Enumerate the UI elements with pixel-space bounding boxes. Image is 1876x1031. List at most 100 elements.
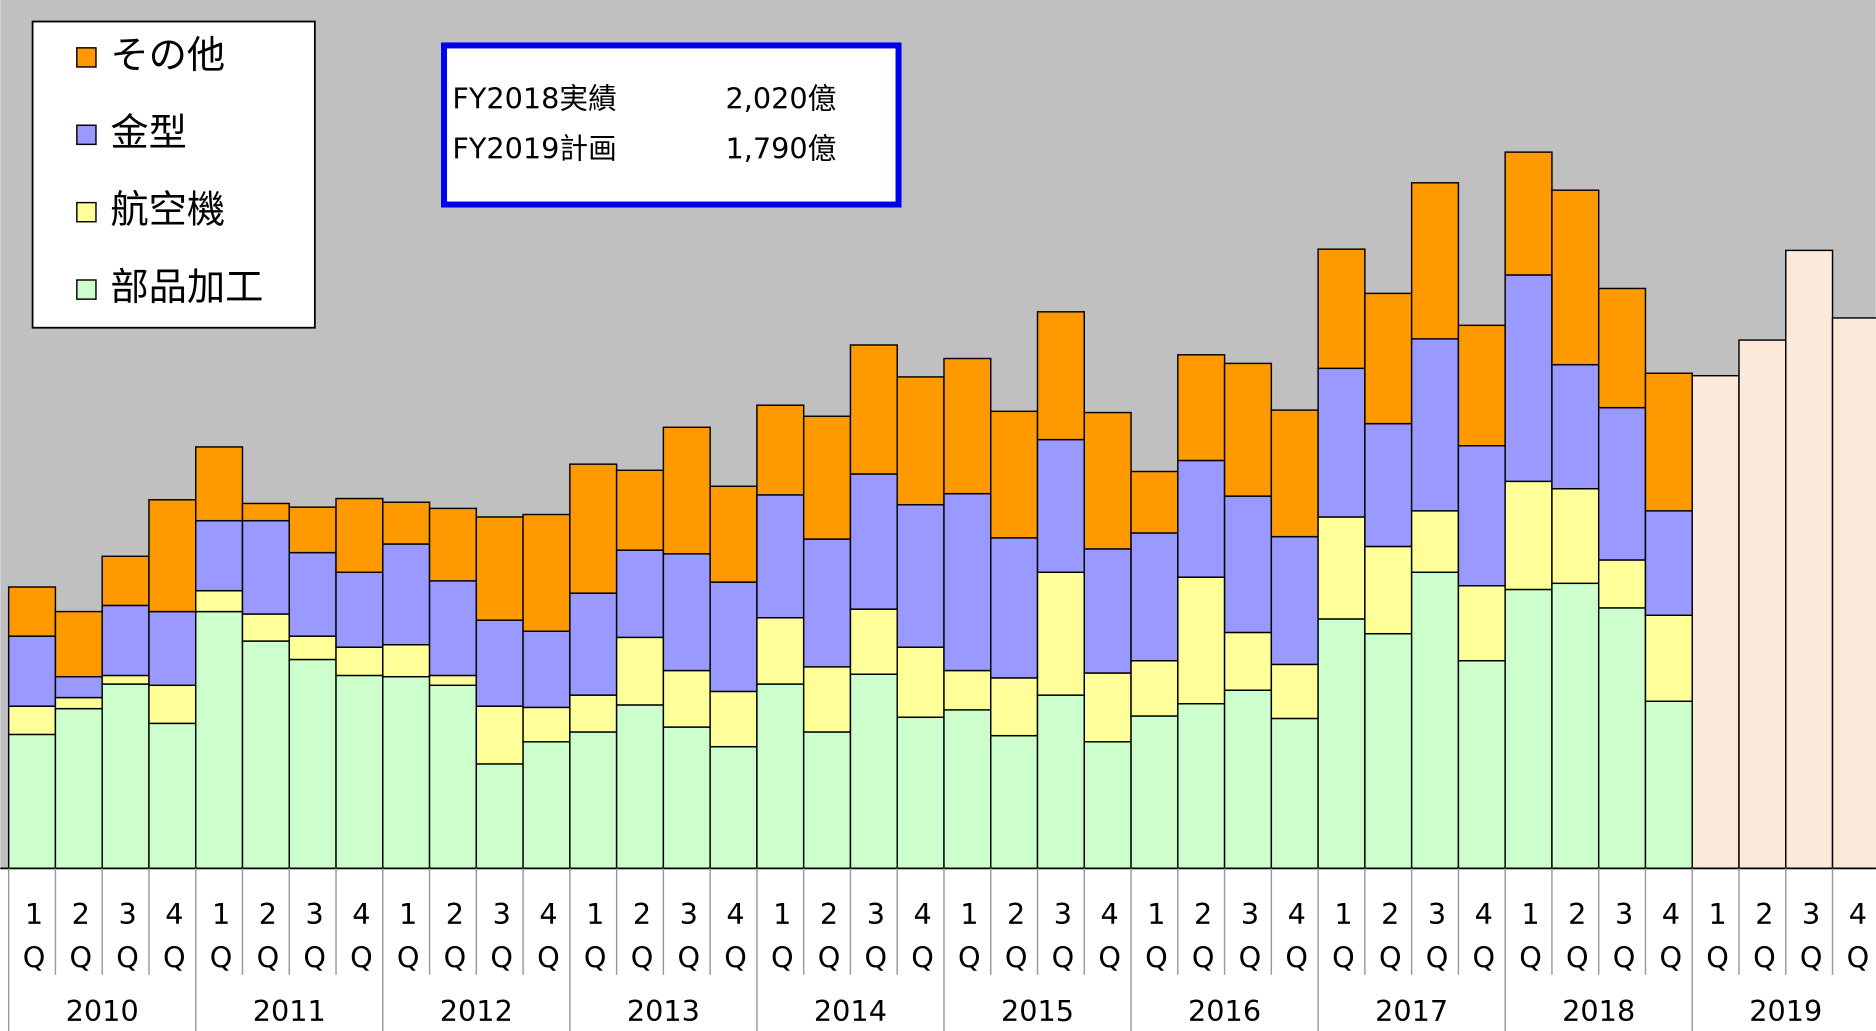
bar-segment bbox=[1130, 470, 1179, 534]
bar-segment bbox=[195, 610, 244, 870]
bar-segment bbox=[1083, 672, 1132, 743]
x-tick-label: 1Q bbox=[1326, 897, 1360, 984]
x-tick-label: 2Q bbox=[438, 897, 472, 984]
bar-segment bbox=[1270, 717, 1319, 870]
bar-segment bbox=[1551, 363, 1600, 490]
bar-segment bbox=[195, 589, 244, 613]
bar-segment bbox=[1831, 317, 1876, 870]
legend-swatch bbox=[76, 201, 97, 223]
x-tick-label: 3Q bbox=[1233, 897, 1267, 984]
bar-segment bbox=[1130, 532, 1179, 662]
bar-segment bbox=[1504, 588, 1553, 870]
bar-segment bbox=[382, 675, 431, 870]
bar-segment bbox=[569, 463, 618, 594]
bar-segment bbox=[1317, 516, 1366, 620]
x-tick-label: 1Q bbox=[1139, 897, 1173, 984]
bar-segment bbox=[1130, 659, 1179, 717]
bar-segment bbox=[1364, 632, 1413, 870]
bar-segment bbox=[101, 604, 150, 677]
bar-segment bbox=[1597, 559, 1647, 609]
bar-segment bbox=[288, 506, 337, 554]
x-tick-label: 2Q bbox=[251, 897, 285, 984]
bar-segment bbox=[522, 630, 571, 709]
bar-segment bbox=[1364, 545, 1413, 635]
bar-segment bbox=[101, 683, 150, 870]
bar-segment bbox=[428, 674, 478, 687]
bar-segment bbox=[1410, 182, 1460, 340]
year-label: 2010 bbox=[66, 994, 139, 1028]
x-tick-label: 2Q bbox=[1747, 897, 1781, 984]
bar-segment bbox=[1036, 694, 1085, 870]
bar-segment bbox=[7, 586, 57, 637]
bar-segment bbox=[1457, 324, 1506, 447]
bar-segment bbox=[1644, 510, 1693, 616]
x-tick-label: 3Q bbox=[298, 897, 332, 984]
bar-segment bbox=[756, 494, 805, 619]
bar-segment bbox=[1644, 700, 1693, 870]
x-tick-label: 2Q bbox=[1560, 897, 1594, 984]
bar-segment bbox=[1410, 338, 1460, 512]
bar-segment bbox=[662, 426, 711, 555]
bar-segment bbox=[1597, 287, 1647, 409]
bar-segment bbox=[335, 674, 384, 870]
bar-segment bbox=[615, 469, 665, 551]
bar-segment bbox=[990, 537, 1039, 679]
bar-segment bbox=[1644, 372, 1693, 512]
bar-segment bbox=[662, 726, 711, 870]
bar-segment bbox=[148, 722, 197, 870]
bar-segment bbox=[54, 696, 103, 710]
bar-segment bbox=[615, 549, 665, 639]
bar-segment bbox=[662, 669, 711, 728]
x-tick-label: 3Q bbox=[485, 897, 519, 984]
bar-segment bbox=[849, 673, 898, 870]
bar-segment bbox=[1551, 582, 1600, 870]
bar-segment bbox=[1083, 411, 1132, 550]
bar-segment bbox=[1083, 741, 1132, 870]
bar-segment bbox=[475, 763, 524, 870]
bar-segment bbox=[709, 581, 758, 693]
bar-segment bbox=[241, 502, 290, 522]
bar-segment bbox=[1317, 248, 1366, 370]
x-tick-label: 4Q bbox=[1467, 897, 1501, 984]
bar-segment bbox=[1364, 422, 1413, 548]
x-tick-label: 2Q bbox=[812, 897, 846, 984]
bar-segment bbox=[1738, 339, 1787, 870]
bar-segment bbox=[1504, 274, 1553, 483]
bar-segment bbox=[943, 709, 992, 870]
bar-segment bbox=[802, 415, 852, 540]
year-label: 2011 bbox=[253, 994, 326, 1028]
bar-segment bbox=[101, 674, 150, 685]
bar-segment bbox=[1036, 311, 1085, 441]
bar-segment bbox=[1223, 689, 1273, 870]
bar-segment bbox=[1317, 367, 1366, 518]
x-tick-label: 4Q bbox=[719, 897, 753, 984]
bar-segment bbox=[335, 497, 384, 573]
x-tick-label: 2Q bbox=[625, 897, 659, 984]
annotation-label: FY2018実績 bbox=[452, 81, 616, 115]
bar-segment bbox=[288, 635, 337, 661]
bar-segment bbox=[896, 503, 945, 648]
bar-segment bbox=[1364, 292, 1413, 425]
bar-segment bbox=[1177, 702, 1226, 870]
bar-segment bbox=[849, 608, 898, 675]
bar-segment bbox=[802, 666, 852, 733]
bar-segment bbox=[1223, 631, 1273, 691]
bar-segment bbox=[1597, 406, 1647, 561]
legend-box bbox=[31, 20, 316, 329]
x-tick-label: 4Q bbox=[1841, 897, 1875, 984]
bar-segment bbox=[7, 635, 57, 707]
x-tick-label: 1Q bbox=[17, 897, 51, 984]
legend-label: 金型 bbox=[110, 110, 187, 155]
bar-segment bbox=[475, 705, 524, 765]
bar-segment bbox=[849, 344, 898, 475]
legend-label: その他 bbox=[110, 33, 225, 78]
bar-segment bbox=[1644, 614, 1693, 702]
bar-segment bbox=[1177, 354, 1226, 462]
bar-segment bbox=[522, 513, 571, 632]
bar-segment bbox=[569, 694, 618, 733]
bar-segment bbox=[1083, 548, 1132, 674]
bar-segment bbox=[1177, 459, 1226, 578]
bar-segment bbox=[896, 376, 945, 506]
bar-segment bbox=[1551, 189, 1600, 366]
bar-segment bbox=[756, 683, 805, 870]
